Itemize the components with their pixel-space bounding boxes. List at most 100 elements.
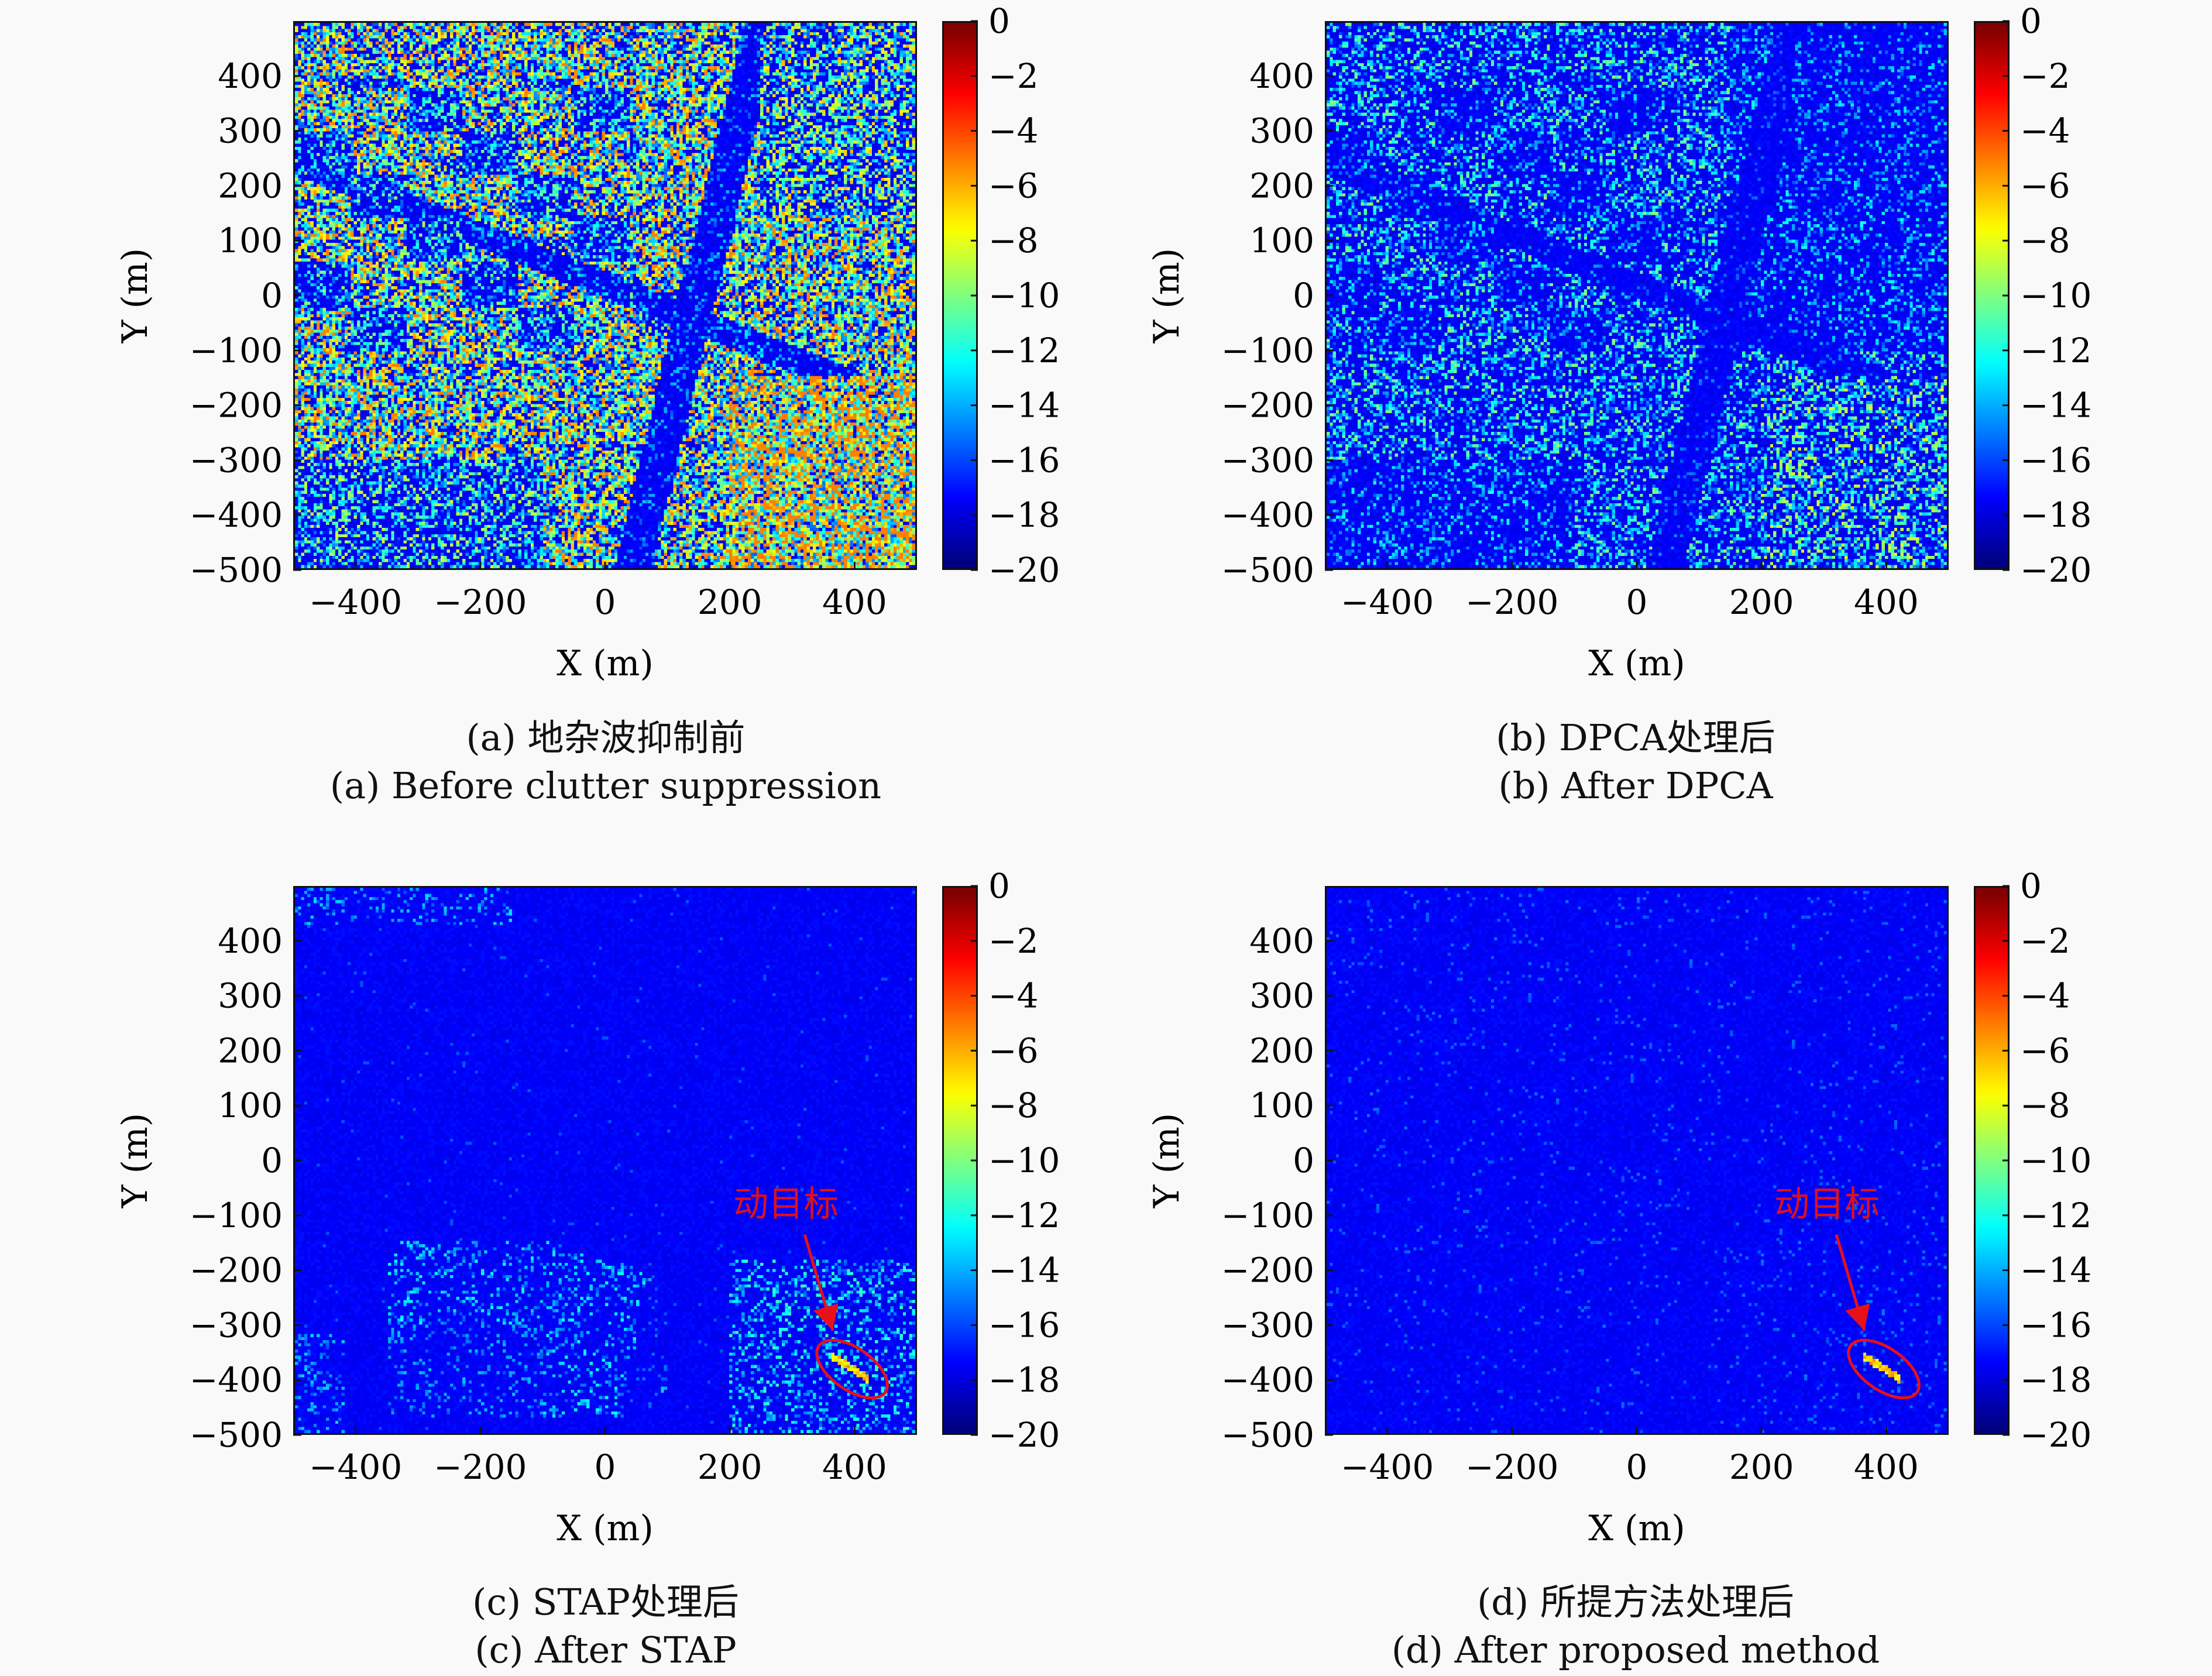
caption-a-cn: (a) 地杂波抑制前 xyxy=(466,716,746,759)
x-tick-label: 0 xyxy=(595,582,616,622)
colorbar-tick-label: −12 xyxy=(2020,1196,2091,1235)
colorbar-tick-label: −18 xyxy=(988,495,1060,535)
x-tick-label: −400 xyxy=(1341,582,1434,622)
caption-c-en: (c) After STAP xyxy=(475,1629,737,1671)
colorbar-tick-label: −14 xyxy=(2020,1251,2091,1290)
x-tick-label: 400 xyxy=(822,1447,887,1487)
y-tick-label: −500 xyxy=(1221,1415,1314,1455)
y-axis-label: Y (m) xyxy=(115,248,156,344)
colorbar-tick-label: −2 xyxy=(988,56,1039,96)
colorbar-tick-label: −12 xyxy=(2020,331,2091,370)
caption-a-en: (a) Before clutter suppression xyxy=(329,764,882,807)
y-tick-label: 0 xyxy=(1293,276,1314,315)
colorbar-tick-label: −4 xyxy=(2020,111,2070,151)
y-tick-label: 200 xyxy=(1249,166,1314,205)
y-tick-label: −400 xyxy=(190,495,283,535)
caption-a: (a) 地杂波抑制前 (a) Before clutter suppressio… xyxy=(234,714,977,810)
colorbar-tick-label: −10 xyxy=(988,1141,1060,1180)
colorbar-tick-label: −20 xyxy=(988,550,1060,590)
x-tick-label: 400 xyxy=(822,582,887,622)
y-tick-label: −400 xyxy=(1221,495,1314,535)
caption-b: (b) DPCA处理后 (b) After DPCA xyxy=(1264,714,2007,810)
y-tick-label: −500 xyxy=(1221,550,1314,590)
colorbar-tick-label: −16 xyxy=(988,1305,1060,1345)
y-tick-label: 300 xyxy=(1249,111,1314,151)
colorbar-tick-label: −4 xyxy=(988,976,1039,1016)
colorbar-tick-label: −8 xyxy=(988,1086,1039,1125)
x-axis-label: X (m) xyxy=(557,1508,654,1549)
y-tick-label: −100 xyxy=(1221,331,1314,370)
colorbar-tick-label: −18 xyxy=(2020,495,2091,535)
y-tick-label: 400 xyxy=(218,921,283,961)
colorbar-tick-label: −8 xyxy=(2020,1086,2070,1125)
x-axis-label: X (m) xyxy=(1588,643,1685,684)
colorbar-tick-label: −8 xyxy=(988,221,1039,260)
colorbar-tick-label: −2 xyxy=(988,921,1039,961)
heatmap-image-a xyxy=(293,21,917,570)
x-tick-label: 400 xyxy=(1854,582,1919,622)
x-tick-label: −400 xyxy=(1341,1447,1434,1487)
caption-c-cn: (c) STAP处理后 xyxy=(472,1581,739,1623)
axes-a: −400 −200 0 200 4004003002001000−100−200−300… xyxy=(115,1,1060,684)
x-tick-label: −200 xyxy=(1465,1447,1558,1487)
x-tick-label: −200 xyxy=(1465,582,1558,622)
colorbar-tick-label: −16 xyxy=(2020,1305,2091,1345)
colorbar-tick-label: 0 xyxy=(2020,1,2042,41)
x-tick-label: 400 xyxy=(1854,1447,1919,1487)
colorbar-tick-label: −20 xyxy=(2020,1415,2091,1455)
colorbar-tick-label: −8 xyxy=(2020,221,2070,260)
y-tick-label: 0 xyxy=(261,276,283,315)
colorbar-tick-label: −18 xyxy=(2020,1360,2091,1400)
colorbar-tick-label: −6 xyxy=(988,166,1039,205)
y-tick-label: 100 xyxy=(1249,1086,1314,1125)
x-tick-label: 200 xyxy=(1729,582,1794,622)
moving-target-label: 动目标 xyxy=(733,1184,839,1225)
colorbar-tick-label: −20 xyxy=(988,1415,1060,1455)
y-tick-label: −400 xyxy=(190,1360,283,1400)
caption-d-en: (d) After proposed method xyxy=(1391,1629,1880,1671)
target-ellipse xyxy=(1847,1338,1921,1400)
y-tick-label: 0 xyxy=(261,1141,283,1180)
x-tick-label: −400 xyxy=(309,1447,402,1487)
colorbar-tick-label: −6 xyxy=(988,1031,1039,1070)
arrow-head-icon xyxy=(813,1303,839,1331)
y-axis-label: Y (m) xyxy=(1146,248,1187,344)
y-tick-label: −200 xyxy=(1221,386,1314,425)
y-tick-label: 0 xyxy=(1293,1141,1314,1180)
colorbar-tick-label: −14 xyxy=(988,386,1060,425)
y-tick-label: −100 xyxy=(1221,1196,1314,1235)
x-tick-label: 0 xyxy=(1626,582,1648,622)
target-ellipse xyxy=(815,1338,889,1400)
y-tick-label: −300 xyxy=(1221,1305,1314,1345)
y-tick-label: −500 xyxy=(190,1415,283,1455)
colorbar-tick-label: 0 xyxy=(2020,866,2042,906)
caption-d: (d) 所提方法处理后 (d) After proposed method xyxy=(1264,1578,2007,1674)
colorbar-tick-label: −20 xyxy=(2020,550,2091,590)
y-tick-label: 100 xyxy=(218,221,283,260)
x-tick-label: 200 xyxy=(1729,1447,1794,1487)
y-tick-label: 200 xyxy=(218,166,283,205)
moving-target-label: 动目标 xyxy=(1774,1184,1880,1225)
y-tick-label: 200 xyxy=(218,1031,283,1070)
y-tick-label: −100 xyxy=(190,1196,283,1235)
colorbar-tick-label: −14 xyxy=(988,1251,1060,1290)
arrow-head-icon xyxy=(1845,1303,1870,1331)
y-tick-label: 100 xyxy=(218,1086,283,1125)
colorbar-tick-label: −2 xyxy=(2020,56,2070,96)
axes-b: −400 −200 0 200 4004003002001000−100−200−300… xyxy=(1146,1,2091,684)
moving-target-annotation: 动目标 xyxy=(1774,1184,1921,1400)
y-tick-label: −300 xyxy=(190,1305,283,1345)
x-tick-label: −400 xyxy=(309,582,402,622)
colorbar-tick-label: −10 xyxy=(2020,1141,2091,1180)
colorbar-tick-label: −10 xyxy=(988,276,1060,315)
colorbar-tick-label: 0 xyxy=(988,1,1010,41)
caption-b-cn: (b) DPCA处理后 xyxy=(1496,716,1775,759)
y-tick-label: 400 xyxy=(218,56,283,96)
axes-d: −400 −200 0 200 4004003002001000−100−200−300… xyxy=(1146,866,2091,1549)
x-axis-label: X (m) xyxy=(1588,1508,1685,1549)
y-axis-label: Y (m) xyxy=(115,1113,156,1208)
y-tick-label: −400 xyxy=(1221,1360,1314,1400)
y-tick-label: 100 xyxy=(1249,221,1314,260)
y-tick-label: 300 xyxy=(1249,976,1314,1016)
caption-d-cn: (d) 所提方法处理后 xyxy=(1477,1581,1794,1623)
